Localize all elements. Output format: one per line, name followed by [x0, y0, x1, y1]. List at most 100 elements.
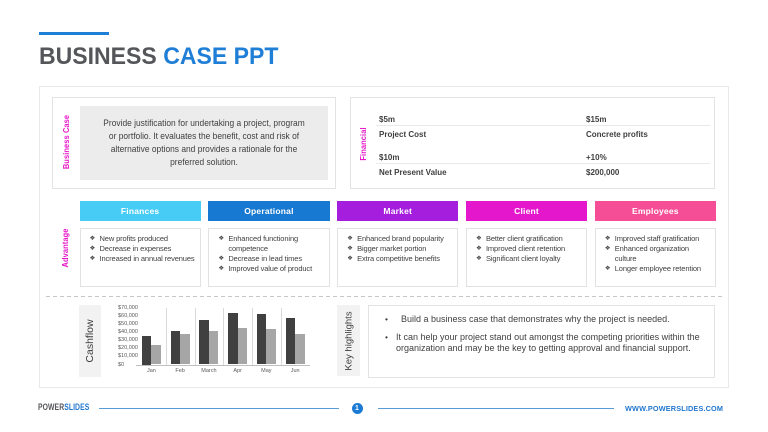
title-accent-bar — [39, 32, 109, 35]
financial-row: Project Cost Concrete profits — [376, 128, 710, 141]
financial-cell-left: Project Cost — [379, 130, 427, 140]
advantage-column-client: Client ❖ Better client gratification ❖ Impro… — [465, 200, 588, 287]
advantage-item-text: Bigger market portion — [357, 244, 427, 254]
key-highlights-label: Key highlights — [343, 310, 354, 371]
advantage-item: ❖ Decrease in lead times — [218, 254, 327, 264]
diamond-bullet-icon: ❖ — [604, 235, 611, 243]
key-highlights-list: • Build a business case that demonstrates… — [385, 314, 710, 361]
diamond-bullet-icon: ❖ — [604, 265, 611, 273]
diamond-bullet-icon: ❖ — [89, 235, 96, 243]
dashed-divider — [46, 295, 722, 297]
financial-row: Net Present Value $200,000 — [376, 166, 710, 179]
diamond-bullet-icon: ❖ — [218, 255, 225, 263]
diamond-bullet-icon: ❖ — [347, 235, 353, 243]
key-highlight-text: Build a business case that demonstrates … — [401, 313, 670, 324]
advantage-item-text: Enhanced organization culture — [614, 244, 689, 264]
advantage-column-operational: Operational ❖ Enhanced functioning compete… — [208, 200, 330, 287]
diamond-bullet-icon: ❖ — [89, 245, 96, 253]
financial-cell-right: Concrete profits — [586, 130, 648, 140]
advantage-item-text: Improved client retention — [485, 244, 566, 254]
advantage-item-text: Decrease in expenses — [99, 244, 172, 254]
advantage-column-employees: Employees ❖ Improved staff gratification ❖ E… — [594, 200, 716, 287]
advantage-item-text: Improved staff gratification — [614, 234, 700, 244]
diamond-bullet-icon: ❖ — [347, 245, 353, 253]
financial-cell-right: $15m — [586, 114, 607, 124]
brand-part1: POWER — [37, 402, 64, 413]
advantage-list-box: ❖ Enhanced functioning competence ❖ Decreas… — [208, 228, 330, 287]
advantage-header-client: Client — [465, 200, 588, 221]
diamond-bullet-icon: ❖ — [475, 235, 482, 243]
page-number-badge: 1 — [351, 403, 363, 414]
advantage-item: ❖ Bigger market portion — [347, 244, 456, 254]
advantage-columns: Finances ❖ New profits produced ❖ Decrease i… — [79, 200, 717, 287]
dot-bullet-icon: • — [385, 331, 388, 342]
advantage-item: ❖ Extra competitive benefits — [347, 254, 456, 264]
financial-label: Financial — [357, 127, 368, 161]
diamond-bullet-icon: ❖ — [89, 255, 96, 263]
key-highlight-item: • Build a business case that demonstrates… — [385, 314, 710, 325]
brand-part2: SLIDES — [63, 402, 89, 413]
financial-row: $5m $15m — [376, 113, 710, 126]
financial-row: $10m +10% — [376, 152, 710, 163]
financial-cell-right: $200,000 — [586, 168, 620, 178]
dot-bullet-icon: • — [385, 313, 388, 324]
business-case-label: Business Case — [60, 114, 71, 170]
powerslides-logo: POWERSLIDES — [38, 402, 89, 413]
key-highlight-item: • It can help your project stand out amon… — [385, 332, 710, 354]
advantage-header-finances: Finances — [79, 200, 201, 221]
cashflow-label: Cashflow — [83, 318, 96, 363]
advantage-header-market: Market — [337, 200, 459, 221]
advantage-item: ❖ Improved staff gratification — [605, 234, 714, 244]
advantage-item-text: Better client gratification — [485, 234, 563, 244]
page-title-part1: BUSINESS — [39, 43, 164, 70]
advantage-item-text: Increased in annual revenues — [99, 254, 195, 264]
financial-cell-right: +10% — [586, 152, 607, 162]
business-case-panel — [80, 106, 328, 180]
advantage-label: Advantage — [60, 228, 70, 268]
advantage-item: ❖ Improved client retention — [476, 244, 585, 254]
page-title: BUSINESS CASE PPT — [39, 43, 278, 71]
financial-cell-left: $5m — [379, 114, 396, 124]
advantage-list-box: ❖ Enhanced brand popularity ❖ Bigger market… — [337, 228, 459, 287]
advantage-item-text: Significant client loyalty — [485, 254, 561, 264]
business-case-text: Provide justification for undertaking a … — [103, 118, 305, 168]
advantage-header-employees: Employees — [594, 200, 716, 221]
diamond-bullet-icon: ❖ — [218, 235, 225, 243]
financial-cell-left: $10m — [379, 152, 400, 162]
diamond-bullet-icon: ❖ — [475, 245, 482, 253]
diamond-bullet-icon: ❖ — [475, 255, 482, 263]
advantage-item: ❖ Increased in annual revenues — [90, 254, 199, 264]
advantage-item: ❖ Enhanced organization culture — [605, 244, 714, 264]
advantage-list-box: ❖ Improved staff gratification ❖ Enhanced o… — [594, 228, 716, 287]
footer-line-right — [377, 408, 614, 409]
footer-line-left — [99, 408, 339, 409]
financial-cell-left: Net Present Value — [379, 168, 447, 178]
advantage-item: ❖ Improved value of product — [218, 264, 327, 274]
advantage-column-market: Market ❖ Enhanced brand popularity ❖ Bigger … — [337, 200, 459, 287]
key-highlights-label-strip — [337, 304, 360, 377]
financial-divider — [376, 125, 710, 127]
diamond-bullet-icon: ❖ — [347, 255, 353, 263]
advantage-header-operational: Operational — [208, 200, 330, 221]
key-highlight-text: It can help your project stand out among… — [396, 331, 700, 353]
advantage-item-text: Enhanced functioning competence — [228, 234, 299, 254]
advantage-item-text: Longer employee retention — [614, 264, 701, 274]
advantage-list-box: ❖ Better client gratification ❖ Improved cl… — [465, 228, 588, 287]
advantage-list-box: ❖ New profits produced ❖ Decrease in expens… — [79, 228, 201, 287]
advantage-item: ❖ New profits produced — [90, 234, 199, 244]
advantage-item: ❖ Better client gratification — [476, 234, 585, 244]
diamond-bullet-icon: ❖ — [604, 245, 611, 253]
advantage-item-text: Decrease in lead times — [228, 254, 302, 264]
website-link[interactable]: WWW.POWERSLIDES.COM — [625, 403, 724, 413]
financial-table: $5m $15m Project Cost Concrete profits $10m +… — [376, 97, 710, 189]
advantage-column-finances: Finances ❖ New profits produced ❖ Decrease i… — [79, 200, 201, 287]
key-highlights-box — [368, 304, 715, 378]
advantage-item: ❖ Longer employee retention — [605, 264, 714, 274]
advantage-item-text: Enhanced brand popularity — [357, 234, 444, 244]
cashflow-label-strip — [78, 304, 101, 377]
advantage-item: ❖ Decrease in expenses — [90, 244, 199, 254]
page-title-part2: CASE PPT — [163, 43, 279, 70]
advantage-item-text: Extra competitive benefits — [357, 254, 440, 264]
advantage-item: ❖ Significant client loyalty — [476, 254, 585, 264]
advantage-item: ❖ Enhanced brand popularity — [347, 234, 456, 244]
